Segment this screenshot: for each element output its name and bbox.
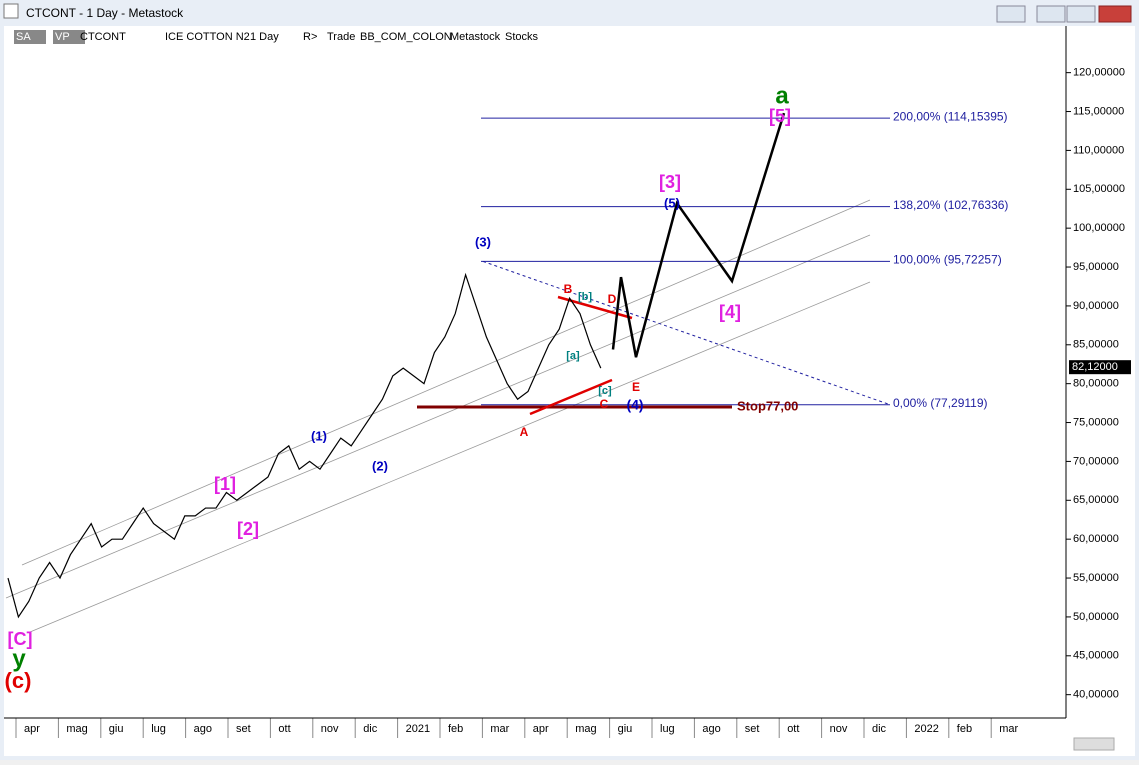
toolbar-item: 1 Day — [250, 31, 279, 43]
channel-line — [29, 281, 871, 633]
x-tick-label: lug — [660, 723, 675, 735]
toolbar-button[interactable] — [14, 30, 46, 44]
x-tick-label: ago — [194, 723, 212, 735]
y-tick-label: 80,00000 — [1073, 378, 1119, 390]
toolbar-item: Metastock — [450, 31, 501, 43]
wave-label: C — [600, 397, 609, 411]
wave-label: [3] — [659, 172, 681, 192]
toolbar-item: R> — [303, 31, 317, 43]
toolbar-item: Stocks — [505, 31, 539, 43]
price-line — [7, 272, 602, 619]
x-tick-label: nov — [830, 723, 848, 735]
x-tick-label: 2021 — [406, 723, 430, 735]
wave-label: [C] — [8, 629, 33, 649]
fib-label: 138,20% (102,76336) — [893, 198, 1008, 212]
channel-line — [5, 234, 871, 599]
close-button[interactable] — [1098, 5, 1132, 23]
maximize-button[interactable] — [1066, 5, 1096, 23]
x-tick-label: set — [236, 723, 251, 735]
wave-label: (3) — [475, 234, 491, 249]
toolbar-item: ICE COTTON N2 — [165, 31, 250, 43]
last-price-label: 82,12000 — [1072, 361, 1118, 373]
y-tick-label: 100,00000 — [1073, 222, 1125, 234]
wave-label: [c] — [598, 385, 612, 397]
y-tick-label: 45,00000 — [1073, 650, 1119, 662]
x-tick-label: apr — [533, 723, 549, 735]
window-button[interactable] — [996, 5, 1026, 23]
x-tick-label: mar — [999, 723, 1018, 735]
x-tick-label: ott — [787, 723, 799, 735]
x-tick-label: ago — [702, 723, 720, 735]
x-tick-label: mag — [66, 723, 87, 735]
y-tick-label: 90,00000 — [1073, 300, 1119, 312]
y-tick-label: 75,00000 — [1073, 416, 1119, 428]
wave-label: D — [608, 292, 617, 306]
x-tick-label: feb — [448, 723, 463, 735]
toolbar-button[interactable] — [53, 30, 85, 44]
stop-label: Stop77,00 — [737, 398, 798, 413]
minimize-button[interactable] — [1036, 5, 1066, 23]
scrollbar[interactable] — [1073, 737, 1115, 751]
wave-label: [1] — [214, 474, 236, 494]
fib-label: 0,00% (77,29119) — [893, 396, 988, 410]
wave-label: (4) — [626, 397, 643, 413]
wave-label: (c) — [5, 668, 32, 693]
y-tick-label: 40,00000 — [1073, 689, 1119, 701]
wave-label: (2) — [372, 458, 388, 473]
toolbar-item: SA — [16, 31, 31, 43]
plot: SA VP CTCONT ICE COTTON N2 1 Day R> Trade BB_CO… — [5, 30, 1131, 738]
projection-line — [611, 112, 786, 358]
x-tick-label: mar — [490, 723, 509, 735]
wave-label: [4] — [719, 302, 741, 322]
last-price-box — [1069, 360, 1131, 375]
channel-line — [21, 199, 871, 566]
toolbar-item: Trade — [327, 31, 355, 43]
toolbar-item: VP — [55, 31, 70, 43]
x-tick-label: set — [745, 723, 760, 735]
x-tick-label: giu — [618, 723, 633, 735]
y-tick-label: 95,00000 — [1073, 261, 1119, 273]
x-tick-label: mag — [575, 723, 596, 735]
toolbar-item: CTCONT — [80, 31, 126, 43]
x-tick-label: ott — [278, 723, 290, 735]
y-tick-label: 70,00000 — [1073, 455, 1119, 467]
wave-label: [a] — [566, 350, 580, 362]
fib-label: 200,00% (114,15395) — [893, 109, 1008, 123]
x-tick-label: dic — [363, 723, 378, 735]
y-tick-label: 50,00000 — [1073, 611, 1119, 623]
toolbar-item: BB_COM_COLON — [360, 31, 452, 43]
x-tick-label: dic — [872, 723, 887, 735]
y-tick-label: 120,00000 — [1073, 67, 1125, 79]
fib-label: 100,00% (95,72257) — [893, 253, 1002, 267]
wave-label: E — [632, 380, 640, 394]
x-tick-label: feb — [957, 723, 972, 735]
triangle-line — [529, 378, 613, 416]
y-tick-label: 55,00000 — [1073, 572, 1119, 584]
wave-label: [b] — [578, 291, 592, 303]
wave-label: B — [564, 282, 573, 296]
wave-label: (1) — [311, 428, 327, 443]
wave-label: [5] — [769, 106, 791, 126]
wave-label: [2] — [237, 519, 259, 539]
x-tick-label: 2022 — [914, 723, 938, 735]
y-tick-label: 110,00000 — [1073, 144, 1124, 156]
y-tick-label: 105,00000 — [1073, 183, 1125, 195]
x-tick-label: lug — [151, 723, 166, 735]
x-tick-label: apr — [24, 723, 40, 735]
wave-label: a — [775, 82, 789, 109]
y-tick-label: 65,00000 — [1073, 494, 1119, 506]
y-tick-label: 115,00000 — [1073, 105, 1124, 117]
x-tick-label: giu — [109, 723, 124, 735]
y-tick-label: 85,00000 — [1073, 339, 1119, 351]
chart-area — [4, 26, 1135, 756]
y-tick-label: 60,00000 — [1073, 533, 1119, 545]
wave-label: A — [520, 425, 529, 439]
x-tick-label: nov — [321, 723, 339, 735]
window-title: CTCONT - 1 Day - Metastock — [26, 6, 184, 20]
triangle-line — [557, 295, 633, 320]
wave-label: (5) — [664, 195, 680, 210]
app-icon — [3, 3, 19, 19]
wave-label: y — [12, 645, 26, 672]
